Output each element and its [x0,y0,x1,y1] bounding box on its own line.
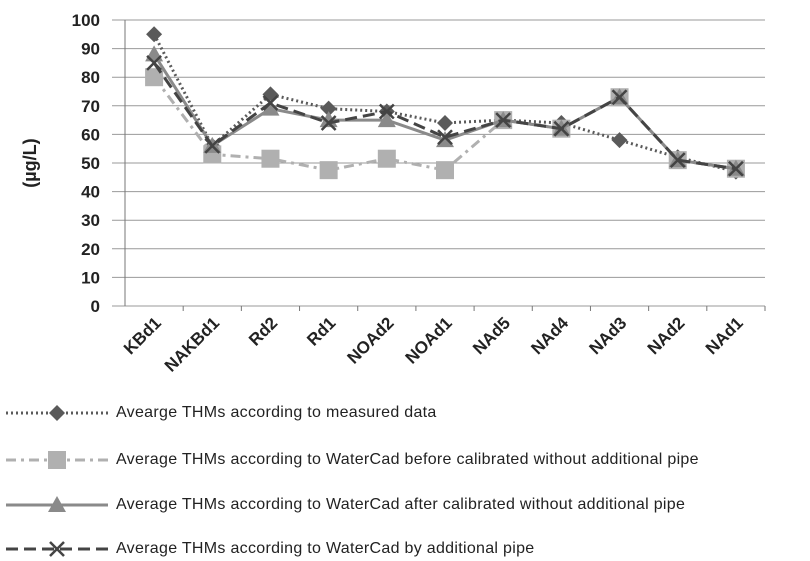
y-tick-label: 90 [81,40,100,59]
marker [437,114,453,131]
marker [320,115,337,131]
y-tick-label: 20 [81,240,100,259]
marker [262,95,279,111]
x-tick-label: NAd1 [702,313,747,358]
y-tick-label: 40 [81,183,100,202]
marker [611,89,628,106]
x-tick-label: NAKBd1 [161,313,223,375]
legend-label: Average THMs according to WaterCad after… [116,496,686,513]
legend-item: Avearge THMs according to measured data [4,402,809,424]
legend-item: Average THMs according to WaterCad after… [4,494,809,516]
x-tick-label: NOAd2 [343,313,397,367]
y-tick-label: 60 [81,125,100,144]
x-tick-label: NOAd1 [402,313,456,367]
marker [145,45,164,62]
y-tick-label: 80 [81,68,100,87]
x-tick-label: Rd2 [245,313,281,349]
x-tick-label: NAd3 [586,313,631,358]
legend-swatch [6,451,108,469]
marker [204,137,221,154]
marker [495,112,512,128]
marker [669,152,686,169]
marker [145,68,164,87]
marker [377,149,396,168]
y-axis-label: (µg/L) [20,138,40,187]
x-tick-label: NAd2 [644,313,689,358]
marker [146,55,162,71]
legend-swatch [6,405,108,421]
marker [319,161,338,180]
marker [728,160,744,177]
marker [146,26,163,43]
x-tick-label: NAd4 [527,313,572,358]
legend-item: Average THMs according to WaterCad by ad… [4,538,809,560]
marker [48,451,66,469]
y-tick-label: 30 [81,211,100,230]
marker [49,541,65,557]
x-tick-label: KBd1 [120,313,165,358]
y-tick-label: 0 [91,297,100,316]
y-tick-label: 70 [81,97,100,116]
legend-label: Average THMs according to WaterCad by ad… [116,540,535,557]
series-line [152,53,737,171]
legend-label: Average THMs according to WaterCad befor… [116,451,699,468]
x-tick-label: NAd5 [469,313,514,358]
series-line [152,62,737,171]
marker [261,149,280,168]
marker [48,496,66,512]
x-tick-label: Rd1 [303,313,339,349]
marker [49,405,65,421]
legend-item: Average THMs according to WaterCad befor… [4,449,809,471]
y-tick-label: 10 [81,268,100,287]
marker [437,129,453,146]
marker [320,100,337,117]
y-tick-label: 100 [72,11,100,30]
marker [436,161,454,180]
legend-swatch [6,496,108,512]
legend-label: Avearge THMs according to measured data [116,404,437,421]
marker [377,111,396,128]
marker [553,120,570,137]
marker [261,99,280,116]
series-line [152,33,737,174]
marker [378,103,395,120]
y-tick-label: 50 [81,154,100,173]
legend-swatch [6,541,108,557]
marker [611,132,628,149]
